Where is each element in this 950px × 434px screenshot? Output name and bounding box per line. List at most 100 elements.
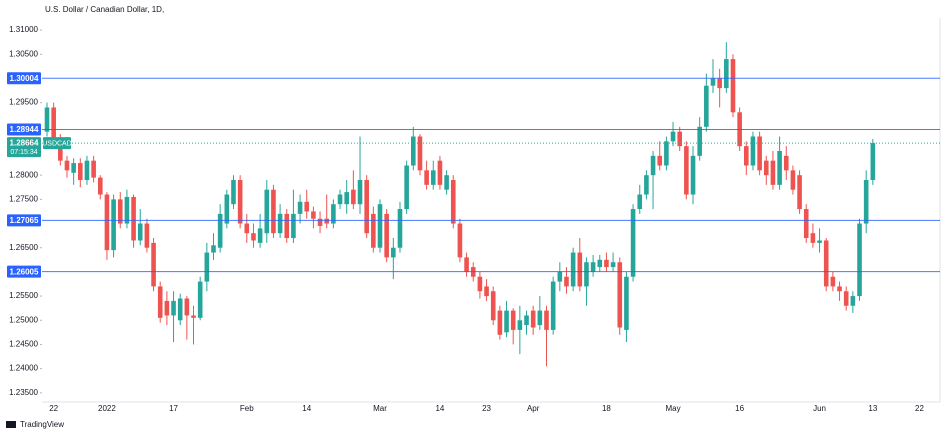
x-tick-label: May [665,404,680,413]
candle-body [157,286,163,318]
candle-body [544,310,549,330]
candle-body [151,242,156,287]
level-label-bg [7,265,41,278]
candle-body [357,180,363,205]
candle-body [790,170,796,190]
x-tick-label: 14 [302,404,311,413]
candle-body [604,259,609,268]
y-tick-label: 1.27500 [9,194,38,203]
x-tick-label: 22 [915,404,924,413]
candle-body [763,160,769,176]
candle-body [84,160,90,181]
candle-body [690,155,696,195]
candle-body [870,143,876,181]
candle-body [450,180,456,224]
candle-body [817,240,822,243]
logo-text: TradingView [20,420,64,429]
x-tick-label: Mar [373,404,387,413]
candle-body [231,180,236,205]
x-tick-label: 23 [482,404,491,413]
candle-body [197,281,203,318]
y-tick-label: 1.24000 [9,364,38,373]
candle-body [391,247,396,258]
level-label-bg [7,214,41,227]
candle-body [457,223,463,258]
logo: TradingView [6,420,64,429]
candle-body [797,175,802,210]
candle-body [777,150,782,185]
candle-body [430,170,436,185]
candle-body [704,85,709,127]
candle-body [64,160,70,171]
candle-body [124,196,130,224]
candle-body [337,194,343,205]
candle-body [417,136,423,171]
candle-body [284,213,290,239]
candle-body [524,315,529,326]
candle-body [78,163,83,181]
candle-body [324,218,330,224]
candle-body [863,180,869,224]
y-tick-label: 1.26500 [9,243,38,252]
candle-body [517,320,523,330]
candle-body [597,259,603,268]
candle-body [71,163,76,173]
candle-body [44,107,50,132]
candle-body [404,165,409,210]
candle-body [257,228,263,243]
candle-body [464,257,469,272]
candle-body [810,233,816,243]
x-tick-label: Jun [813,404,826,413]
candle-body [823,240,829,287]
candle-body [364,180,369,234]
candle-body [837,286,842,292]
candle-body [730,59,736,113]
candle-body [264,189,270,234]
candle-body [297,201,303,214]
candle-body [177,298,183,321]
candle-body [537,310,543,326]
candle-body [97,177,103,195]
candle-body [843,291,849,306]
candle-body [311,211,316,219]
candle-body [384,213,389,258]
candle-body [397,209,403,248]
candle-body [137,223,143,241]
countdown: 07:15:34 [10,149,37,156]
symbol-label: USDCAD [42,140,72,147]
candle-body [191,315,196,318]
candle-body [437,160,443,185]
candle-body [504,310,509,333]
candle-body [51,107,56,142]
candle-body [111,199,116,251]
candle-body [104,194,110,251]
candle-body [211,245,216,253]
candle-body [670,131,676,142]
y-tick-label: 1.25500 [9,291,38,300]
candle-body [497,310,503,335]
candle-body [351,189,356,205]
logo-icon [6,421,16,428]
candle-body [271,189,276,234]
x-tick-label: Apr [527,404,540,413]
level-label-bg [7,123,41,136]
candle-body [803,209,809,239]
candle-body [237,180,243,224]
candle-body [484,286,489,297]
candle-body [490,291,496,321]
candle-body [717,78,722,89]
y-tick-label: 1.30500 [9,49,38,58]
candle-body [424,170,429,185]
level-label: 1.28944 [10,125,39,134]
x-tick-label: 16 [735,404,744,413]
x-tick-label: 14 [435,404,444,413]
y-tick-label: 1.29500 [9,98,38,107]
candle-body [744,146,749,166]
candle-body [617,262,623,328]
candle-body [657,155,663,166]
candle-body [171,300,176,316]
candle-body [724,59,729,89]
candle-body [650,155,656,176]
x-tick-label: 18 [602,404,611,413]
candle-body [477,276,483,292]
